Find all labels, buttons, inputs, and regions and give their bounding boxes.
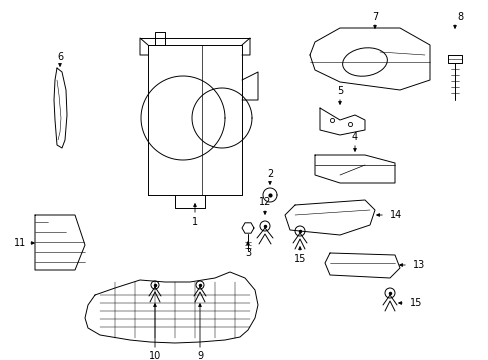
Text: 14: 14 [389,210,402,220]
Text: 2: 2 [266,169,273,179]
Text: 10: 10 [148,351,161,360]
Text: 13: 13 [412,260,425,270]
Text: 1: 1 [192,217,198,227]
Text: 3: 3 [244,248,250,258]
Text: 5: 5 [336,86,343,96]
Text: 15: 15 [293,254,305,264]
Text: 11: 11 [14,238,26,248]
Text: 8: 8 [456,12,462,22]
Text: 9: 9 [197,351,203,360]
Text: 7: 7 [371,12,377,22]
Text: 4: 4 [351,132,357,142]
Text: 6: 6 [57,52,63,62]
Text: 12: 12 [258,197,271,207]
Text: 15: 15 [409,298,422,308]
